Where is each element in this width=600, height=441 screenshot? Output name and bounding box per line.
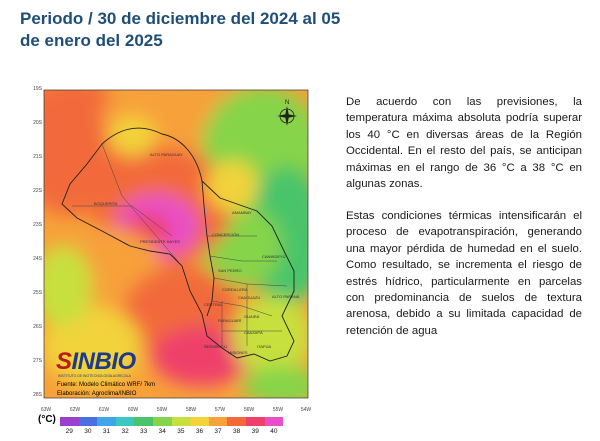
lat-label: 23S <box>33 222 42 228</box>
lon-label: 59W <box>156 407 168 413</box>
dept-label: CANINDEYÚ <box>262 254 286 259</box>
lon-label: 54W <box>300 407 312 413</box>
description-paragraph-2: Estas condiciones térmicas intensificará… <box>346 210 582 337</box>
lat-label: 22S <box>33 188 42 194</box>
dept-label: PARAGUARÍ <box>218 318 242 323</box>
compass-rose-icon: N <box>277 100 297 126</box>
color-tick-label: 29 <box>65 428 73 435</box>
lat-label: 20S <box>33 120 42 126</box>
color-swatch <box>60 417 79 426</box>
dept-label: ÑEEMBUCÚ <box>204 344 227 349</box>
dept-label: PRESIDENTE HAYES <box>140 239 180 244</box>
color-tick-label: 31 <box>102 428 111 435</box>
dept-label: ALTO PARANÁ <box>272 294 300 299</box>
lon-label: 56W <box>243 407 255 413</box>
dept-label: CORDILLERA <box>222 287 248 292</box>
color-swatch <box>208 417 228 426</box>
temperature-map: ALTO PARAGUAY BOQUERÓN PRESIDENTE HAYES … <box>32 86 320 404</box>
color-tick-label: 40 <box>270 428 278 435</box>
dept-label: AMAMBAY <box>232 210 252 215</box>
forecast-map-graphic: ALTO PARAGUAY BOQUERÓN PRESIDENTE HAYES … <box>43 89 309 399</box>
lon-label: 58W <box>185 407 197 413</box>
lat-label: 21S <box>33 154 42 160</box>
lat-label: 19S <box>33 86 42 92</box>
color-tick-label: 33 <box>140 428 148 435</box>
lat-label: 27S <box>33 358 42 364</box>
lon-label: 60W <box>127 407 139 413</box>
lon-label: 63W <box>40 407 52 413</box>
dept-label: ALTO PARAGUAY <box>150 152 183 157</box>
color-tick-label: 36 <box>195 428 204 435</box>
lat-label: 26S <box>33 324 42 330</box>
lon-label: 57W <box>214 407 226 413</box>
color-swatch <box>97 417 116 426</box>
compass-north-label: N <box>285 100 289 106</box>
lon-label: 55W <box>272 407 284 413</box>
dept-label: SAN PEDRO <box>218 268 242 273</box>
dept-label: ITAPÚA <box>257 344 271 349</box>
color-tick-label: 34 <box>158 428 166 435</box>
dept-label: CAAGUAZÚ <box>238 295 260 300</box>
dept-label: CONCEPCIÓN <box>212 232 239 237</box>
color-scale-ticks: 29 30 31 32 33 34 35 36 37 38 39 40 <box>60 428 283 435</box>
lon-label: 61W <box>98 407 110 413</box>
color-tick-label: 37 <box>214 428 222 435</box>
legend-unit: (°C) <box>38 414 56 425</box>
dept-label: CENTRAL <box>204 302 223 307</box>
color-swatch <box>264 417 284 426</box>
color-tick-label: 38 <box>233 428 241 435</box>
color-swatch <box>134 417 153 426</box>
color-tick-label: 35 <box>177 428 185 435</box>
lat-label: 24S <box>33 256 42 262</box>
inbio-logo: SINBIO <box>56 348 137 375</box>
color-swatch <box>245 417 265 426</box>
color-tick-label: 30 <box>84 428 92 435</box>
dept-label: GUAIRÁ <box>244 314 260 319</box>
color-tick-label: 32 <box>121 428 129 435</box>
color-swatch <box>171 417 191 426</box>
logo-subtitle: INSTITUTO DE BIOTECNOLOGÍA AGRÍCOLA <box>58 374 131 378</box>
source-text: Fuente: Modelo Climático WRF/ 7km <box>57 382 156 388</box>
color-swatch <box>152 417 172 426</box>
logo-text: INBIO <box>71 348 137 375</box>
description-paragraph-1: De acuerdo con las previsiones, la tempe… <box>346 96 582 191</box>
color-scale-bar <box>60 417 284 426</box>
lat-label: 28S <box>33 392 42 398</box>
page-title: Periodo / 30 de diciembre del 2024 al 05… <box>20 9 341 50</box>
color-swatch <box>78 417 98 426</box>
color-swatch <box>190 417 209 426</box>
credit-text: Elaboración: Agroclima/INBIO <box>57 391 137 397</box>
color-swatch <box>227 417 246 426</box>
color-tick-label: 39 <box>251 428 259 435</box>
dept-label: BOQUERÓN <box>94 201 117 206</box>
color-swatch <box>115 417 135 426</box>
lon-label: 62W <box>69 407 81 413</box>
dept-label: CAAZAPÁ <box>244 330 263 335</box>
dept-label: MISIONES <box>228 350 248 355</box>
lat-label: 25S <box>33 290 42 296</box>
